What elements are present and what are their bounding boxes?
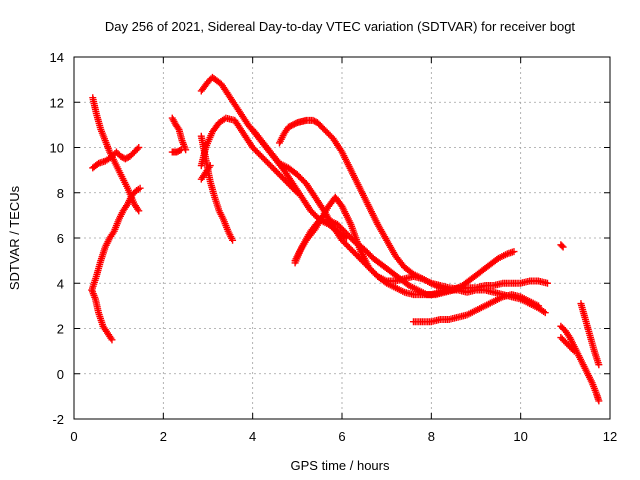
data-point (314, 218, 322, 226)
x-tick-label: 4 (249, 429, 256, 444)
y-tick-label: 0 (57, 367, 64, 382)
data-point (543, 279, 551, 287)
y-tick-label: 4 (57, 276, 64, 291)
data-point (136, 184, 144, 192)
data-point (174, 124, 182, 132)
series-track-q (557, 322, 603, 405)
data-point (108, 336, 116, 344)
series-track-f (168, 146, 185, 156)
data-point (541, 309, 549, 317)
x-tick-label: 8 (428, 429, 435, 444)
x-tick-label: 0 (70, 429, 77, 444)
series-track-b (89, 144, 143, 172)
data-point (206, 162, 214, 170)
y-axis-label: SDTVAR / TECUs (7, 185, 22, 290)
y-tick-label: 12 (50, 95, 64, 110)
data-point (133, 145, 141, 153)
series-track-r (577, 300, 603, 369)
y-tick-label: 8 (57, 186, 64, 201)
x-tick-label: 6 (338, 429, 345, 444)
data-point (177, 146, 185, 154)
y-tick-label: 6 (57, 231, 64, 246)
series-track-o (409, 291, 543, 326)
data-point (595, 397, 603, 405)
data-point (569, 346, 577, 354)
data-point (176, 147, 184, 155)
data-point (570, 347, 578, 355)
chart-title: Day 256 of 2021, Sidereal Day-to-day VTE… (105, 19, 576, 34)
y-tick-label: -2 (52, 412, 64, 427)
data-point (558, 242, 566, 250)
data-point (510, 248, 518, 256)
series-track-p (557, 241, 567, 251)
x-axis-label: GPS time / hours (291, 458, 390, 473)
series-track-c (88, 184, 144, 294)
data-point (559, 243, 567, 251)
x-tick-label: 2 (160, 429, 167, 444)
tick-labels: 0 2 4 6 8 10 12 -2 0 2 4 6 8 10 12 14 (50, 50, 618, 444)
data-point (535, 302, 543, 310)
series-track-j (197, 162, 214, 183)
data-points (88, 73, 603, 405)
series-track-e (168, 114, 190, 154)
y-tick-label: 2 (57, 322, 64, 337)
series-track-d (88, 286, 116, 344)
y-tick-label: 10 (50, 141, 64, 156)
series-track-m (291, 193, 551, 293)
data-point (229, 236, 237, 244)
plot-frame (73, 56, 611, 420)
data-point (135, 207, 143, 215)
data-point (595, 361, 603, 369)
series-track-s (557, 334, 578, 355)
data-point (135, 144, 143, 151)
y-tick-label: 14 (50, 50, 64, 65)
series-track-n (291, 216, 518, 299)
x-tick-label: 12 (603, 429, 617, 444)
x-tick-label: 10 (513, 429, 527, 444)
series-track-l (249, 125, 462, 299)
